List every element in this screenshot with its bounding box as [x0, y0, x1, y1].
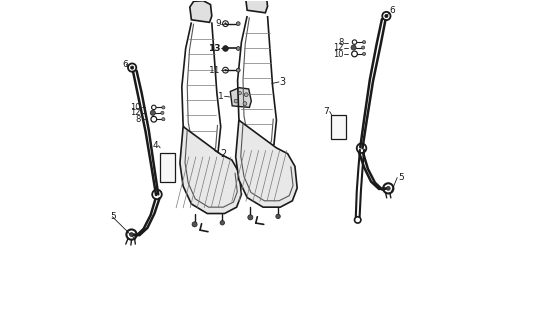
Circle shape — [130, 66, 134, 69]
Text: 12: 12 — [130, 108, 141, 117]
Circle shape — [238, 92, 242, 95]
Text: 13: 13 — [208, 44, 221, 53]
Text: 10: 10 — [130, 103, 141, 112]
Circle shape — [150, 110, 155, 116]
Circle shape — [243, 102, 247, 106]
Circle shape — [236, 47, 240, 50]
Circle shape — [276, 214, 280, 219]
Text: 12: 12 — [333, 43, 343, 52]
Text: 2: 2 — [220, 148, 226, 159]
Circle shape — [224, 23, 227, 25]
Text: 7: 7 — [323, 107, 329, 116]
Text: 6: 6 — [389, 6, 395, 15]
Circle shape — [385, 14, 388, 18]
Polygon shape — [180, 126, 242, 213]
Text: 11: 11 — [209, 66, 221, 75]
Circle shape — [236, 22, 240, 26]
Text: 6: 6 — [122, 60, 128, 69]
Text: 10: 10 — [333, 50, 343, 59]
Circle shape — [351, 45, 356, 50]
Text: 4: 4 — [153, 141, 158, 150]
Circle shape — [362, 41, 366, 44]
Text: 5: 5 — [110, 212, 115, 221]
Circle shape — [224, 69, 227, 71]
Circle shape — [162, 106, 165, 109]
Circle shape — [161, 111, 164, 115]
Bar — [159, 153, 175, 182]
Circle shape — [129, 233, 133, 236]
Circle shape — [236, 68, 240, 72]
Polygon shape — [190, 1, 212, 22]
Circle shape — [223, 46, 228, 51]
Circle shape — [234, 99, 238, 103]
Polygon shape — [236, 120, 297, 207]
Circle shape — [361, 46, 365, 49]
Text: 1: 1 — [218, 92, 224, 101]
Circle shape — [387, 187, 390, 190]
Text: 8: 8 — [338, 38, 343, 47]
Circle shape — [220, 220, 224, 225]
Polygon shape — [245, 0, 267, 13]
Circle shape — [244, 93, 248, 97]
Text: 3: 3 — [280, 77, 286, 87]
Bar — [331, 115, 346, 139]
Circle shape — [192, 222, 197, 227]
Circle shape — [362, 52, 366, 55]
Text: 5: 5 — [398, 173, 404, 182]
Polygon shape — [230, 88, 251, 108]
Text: 9: 9 — [215, 19, 221, 28]
Circle shape — [162, 118, 165, 121]
Text: 8: 8 — [136, 115, 141, 124]
Circle shape — [248, 215, 253, 220]
